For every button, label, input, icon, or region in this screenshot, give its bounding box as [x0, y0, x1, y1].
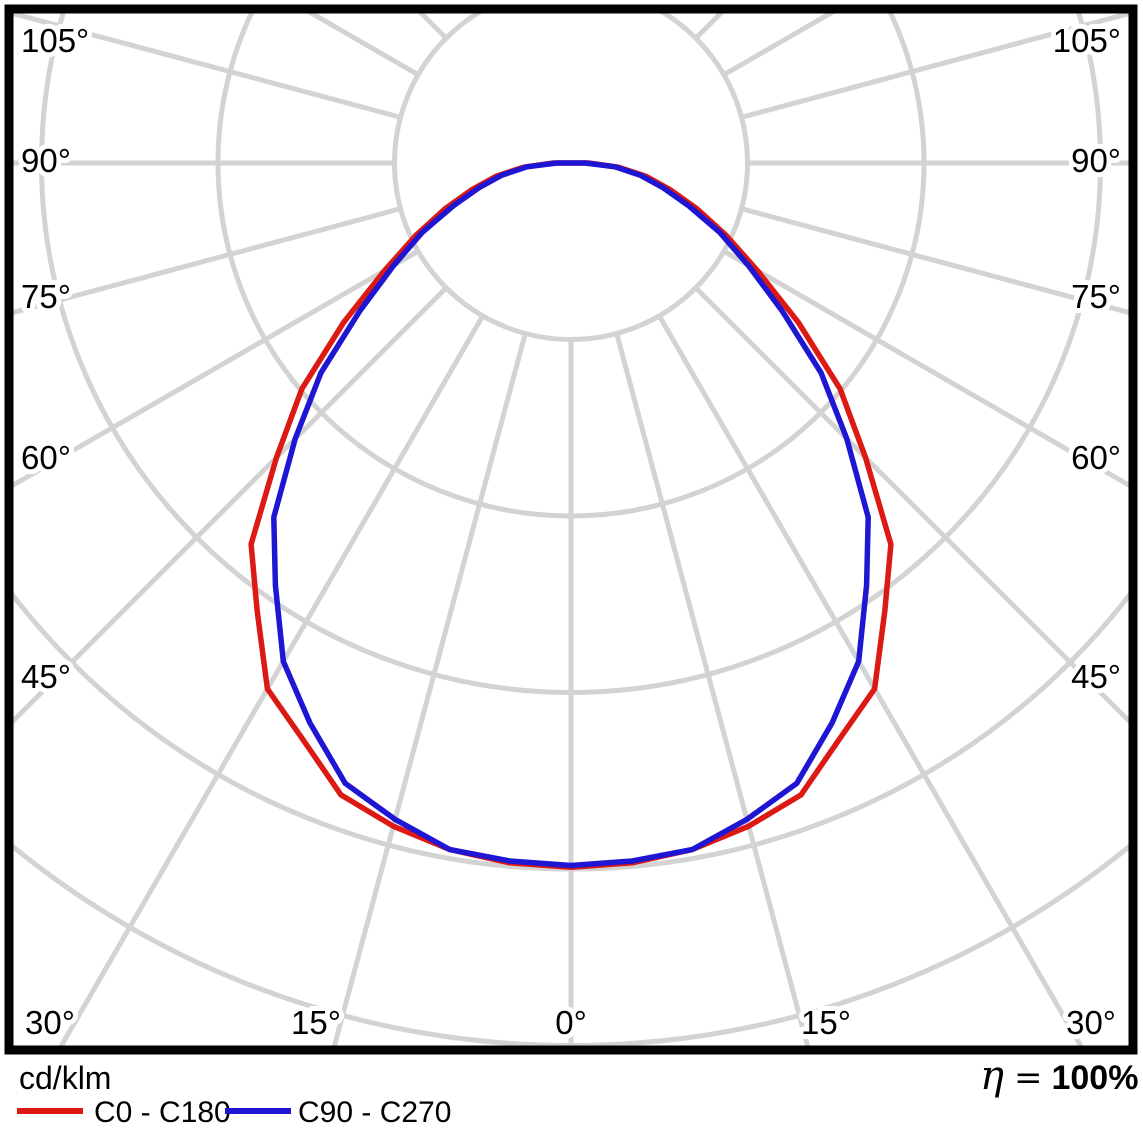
- eta-value: 100%: [1051, 1059, 1139, 1097]
- legend-label-c0-c180: C0 - C180: [94, 1096, 231, 1129]
- angle-tick-13-90deg: 90°: [1071, 142, 1121, 179]
- angle-tick-5-30deg: 30°: [25, 1004, 75, 1041]
- grid-spoke-45deg: [694, 286, 1129, 725]
- grid-ring-1: [392, 13, 750, 342]
- angle-tick-8-15deg: 15°: [801, 1004, 851, 1041]
- grid-spoke-330deg: [58, 314, 485, 1046]
- angle-tick-7-0deg: 0°: [555, 1004, 587, 1041]
- angle-tick-11-60deg: 60°: [1071, 439, 1121, 476]
- grid-spoke-315deg: [13, 286, 448, 725]
- angle-tick-9-30deg: 30°: [1066, 1004, 1116, 1041]
- grid-spoke-285deg: [13, 206, 402, 315]
- grid-spoke-30deg: [657, 314, 1084, 1046]
- angle-tick-14-105deg: 105°: [1053, 22, 1121, 59]
- eta-symbol: η: [980, 1053, 1004, 1099]
- legend-swatch-c90-c270: [225, 1108, 291, 1114]
- grid-spoke-105deg: [740, 13, 1129, 120]
- angle-tick-labels: 105° 90° 75° 60° 45° 30° 15° 0° 15° 30° 45° 60° 75° 9…: [16, 17, 1126, 1046]
- grid-spoke-15deg: [614, 332, 811, 1046]
- plot-border: [4, 4, 1138, 1055]
- grid-spoke-255deg: [13, 13, 402, 120]
- grid-spoke-75deg: [740, 206, 1129, 315]
- angle-tick-2-75deg: 75°: [21, 278, 71, 315]
- grid-spoke-345deg: [331, 332, 528, 1046]
- angle-tick-6-15deg: 15°: [291, 1004, 341, 1041]
- eta-equals-sign: =: [1013, 1058, 1043, 1098]
- curve-c90-c270: [271, 160, 871, 869]
- angle-tick-1-90deg: 90°: [21, 142, 71, 179]
- grid-spoke-60deg: [722, 249, 1129, 488]
- angle-tick-4-45deg: 45°: [21, 658, 71, 695]
- legend-swatch-c0-c180: [17, 1108, 83, 1114]
- angle-tick-3-60deg: 60°: [21, 439, 71, 476]
- angle-tick-12-75deg: 75°: [1071, 278, 1121, 315]
- grid-spoke-300deg: [13, 249, 420, 488]
- light-output-ratio: η = 100%: [980, 1056, 1138, 1096]
- angle-tick-10-45deg: 45°: [1071, 658, 1121, 695]
- unit-label: cd/klm: [19, 1060, 112, 1096]
- angle-tick-0-105deg: 105°: [21, 22, 89, 59]
- intensity-curves: [248, 160, 894, 870]
- legend-label-c90-c270: C90 - C270: [298, 1096, 452, 1129]
